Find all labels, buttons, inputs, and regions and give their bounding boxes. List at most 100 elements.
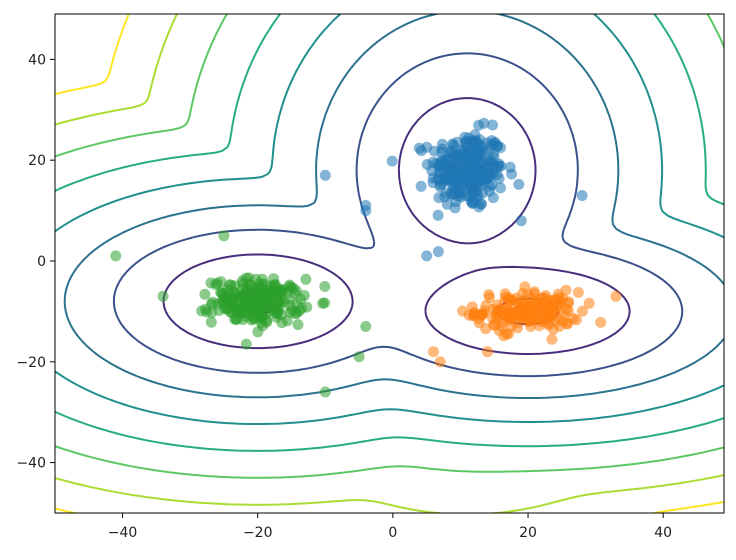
scatter-point	[558, 308, 570, 320]
scatter-point	[473, 119, 485, 131]
scatter-point	[353, 351, 365, 363]
contour-level	[55, 14, 724, 452]
scatter-point	[110, 250, 122, 262]
scatter-point	[298, 290, 310, 301]
scatter-point	[468, 160, 480, 172]
y-tick-label: −20	[16, 355, 46, 371]
contour-level	[55, 14, 724, 513]
scatter-point	[421, 250, 433, 262]
scatter-point	[495, 142, 507, 154]
scatter-point	[444, 146, 456, 158]
scatter-point	[434, 356, 446, 368]
scatter-point	[240, 338, 252, 350]
scatter-point	[267, 296, 279, 308]
scatter-point	[481, 137, 493, 149]
scatter-point	[473, 201, 485, 213]
scatter-point	[595, 316, 607, 328]
scatter-point	[360, 205, 372, 217]
scatter-point	[421, 141, 433, 153]
scatter-point	[498, 330, 510, 342]
scatter-point	[524, 303, 536, 315]
scatter-point	[291, 307, 302, 319]
scatter-point	[205, 298, 217, 310]
scatter-point	[225, 279, 237, 291]
scatter-point	[544, 301, 556, 313]
scatter-point	[447, 161, 459, 173]
contour-level	[55, 14, 724, 513]
scatter-point	[386, 155, 398, 167]
scatter-point	[436, 138, 448, 150]
scatter-point	[319, 169, 331, 181]
scatter-point	[482, 346, 493, 358]
scatter-point	[237, 305, 248, 317]
scatter-point	[199, 288, 211, 300]
scatter-point	[319, 281, 331, 292]
scatter-point	[271, 305, 283, 317]
scatter-point	[210, 279, 222, 291]
scatter-point	[421, 159, 433, 170]
scatter-point	[583, 297, 595, 309]
y-tick-label: −40	[16, 456, 46, 472]
scatter-point	[435, 158, 447, 169]
scatter-point	[480, 323, 492, 335]
scatter-point	[157, 290, 169, 302]
scatter-points	[110, 117, 622, 398]
scatter-point	[535, 304, 547, 316]
scatter-point	[196, 305, 208, 317]
contour-lines	[55, 14, 724, 513]
y-tick-label: 40	[28, 52, 46, 68]
scatter-point	[504, 294, 516, 306]
scatter-point	[292, 319, 304, 331]
scatter-point	[554, 320, 566, 332]
scatter-point	[572, 287, 584, 298]
scatter-point	[246, 303, 258, 315]
scatter-point	[495, 182, 506, 194]
scatter-point	[218, 230, 230, 242]
scatter-point	[446, 188, 458, 200]
plot-area-frame	[54, 13, 725, 514]
contour-level	[55, 14, 724, 479]
scatter-point	[205, 316, 217, 328]
scatter-point	[276, 317, 288, 329]
scatter-point	[319, 386, 331, 398]
scatter-point	[546, 333, 558, 345]
scatter-point	[427, 177, 439, 189]
scatter-point	[570, 314, 582, 326]
scatter-point	[513, 178, 525, 190]
x-axis: −40 −20 0 20 40	[108, 513, 672, 541]
x-tick-label: 0	[388, 525, 397, 541]
scatter-point	[508, 309, 520, 321]
scatter-point	[455, 191, 467, 203]
scatter-point	[449, 202, 461, 214]
scatter-point	[550, 294, 562, 306]
scatter-point	[463, 147, 475, 159]
x-tick-label: −20	[243, 525, 273, 541]
scatter-point	[447, 174, 459, 186]
scatter-point	[300, 273, 312, 285]
scatter-point	[476, 173, 488, 185]
scatter-point	[577, 305, 588, 317]
contour-level	[63, 14, 724, 399]
scatter-point	[317, 297, 329, 309]
scatter-point	[515, 215, 527, 227]
scatter-point	[433, 192, 445, 204]
scatter-point	[432, 209, 444, 221]
y-tick-label: 20	[28, 153, 46, 169]
scatter-point	[528, 288, 540, 300]
scatter-point	[483, 291, 495, 303]
scatter-point	[484, 185, 496, 197]
scatter-point	[226, 303, 238, 315]
scatter-point	[463, 132, 475, 144]
x-tick-label: −40	[108, 525, 138, 541]
scatter-point	[360, 321, 372, 332]
scatter-point	[576, 190, 588, 201]
scatter-point	[466, 183, 478, 195]
contour-level	[112, 52, 684, 378]
scatter-point	[415, 180, 427, 192]
scatter-point	[243, 279, 255, 290]
scatter-point	[301, 301, 313, 313]
scatter-point	[506, 168, 518, 180]
scatter-point	[280, 287, 292, 299]
scatter-point	[477, 308, 489, 320]
